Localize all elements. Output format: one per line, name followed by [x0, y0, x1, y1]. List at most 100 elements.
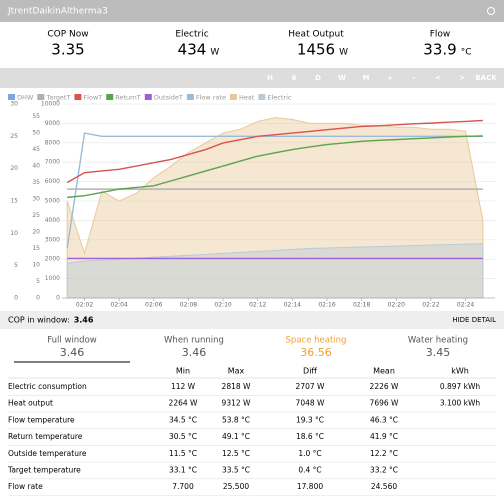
table-cell: 2226 W — [370, 382, 399, 391]
x-tick-label: 02:06 — [145, 302, 162, 309]
toolbar-button[interactable]: < — [435, 74, 441, 82]
toolbar-button[interactable]: + — [387, 74, 393, 82]
tab-value[interactable]: 36.56 — [300, 346, 332, 359]
toolbar-button[interactable]: BACK — [475, 74, 497, 82]
y-tick-label: 4000 — [45, 217, 60, 224]
table-cell: 53.8 °C — [222, 415, 250, 424]
legend-label[interactable]: OutsideT — [154, 94, 183, 102]
x-tick-label: 02:18 — [353, 302, 370, 309]
x-tick-label: 02:10 — [214, 302, 231, 309]
summary-bar — [0, 311, 504, 329]
tab-label[interactable]: When running — [164, 336, 224, 346]
series-line — [66, 132, 483, 249]
y-tick-label: 3000 — [45, 236, 60, 243]
y-tick-label: 0 — [36, 295, 40, 302]
stat-unit: W — [339, 48, 348, 58]
table-header: kWh — [451, 367, 469, 376]
x-tick-label: 02:22 — [422, 302, 439, 309]
table-cell: 46.3 °C — [370, 415, 398, 424]
legend-label[interactable]: ReturnT — [115, 94, 141, 102]
table-cell: 3.100 kWh — [440, 399, 481, 408]
toolbar-button[interactable]: H — [267, 74, 273, 82]
y-tick-label: 30 — [32, 196, 40, 203]
tab-label[interactable]: Water heating — [408, 336, 468, 346]
stat-label: Electric — [175, 30, 208, 40]
x-tick-label: 02:14 — [284, 302, 301, 309]
toolbar-button[interactable]: 6 — [292, 74, 297, 82]
y-tick-label: 20 — [10, 165, 18, 172]
row-label: Outside temperature — [8, 449, 87, 458]
table-header: Diff — [303, 367, 317, 376]
toolbar-button[interactable]: W — [338, 74, 346, 82]
app-title: JtrentDaikinAltherma3 — [7, 7, 108, 17]
legend-swatch — [74, 94, 82, 100]
table-header: Mean — [373, 367, 395, 376]
tab-label[interactable]: Full window — [47, 336, 97, 346]
legend-label[interactable]: Flow rate — [196, 94, 226, 102]
stat-value: 3.35 — [51, 41, 84, 59]
tab-label[interactable]: Space heating — [286, 336, 347, 346]
y-tick-label: 6000 — [45, 178, 60, 185]
table-cell: 1.0 °C — [298, 449, 321, 458]
y-tick-label: 5000 — [45, 198, 60, 205]
series-line — [67, 135, 483, 199]
legend-label[interactable]: DHW — [17, 94, 34, 102]
y-tick-label: 9000 — [45, 120, 60, 127]
table-header: Min — [176, 367, 190, 376]
y-tick-label: 35 — [32, 179, 40, 186]
hide-detail[interactable]: HIDE DETAIL — [452, 316, 496, 324]
y-tick-label: 55 — [32, 113, 40, 120]
toolbar-button[interactable]: M — [363, 74, 370, 82]
stat-value: 434 — [178, 41, 207, 59]
table-cell: 7048 W — [296, 399, 325, 408]
table-cell: 41.9 °C — [370, 432, 398, 441]
y-tick-label: 15 — [10, 198, 18, 205]
table-cell: 0.897 kWh — [440, 382, 481, 391]
summary-label: COP in window: — [8, 316, 70, 325]
table-cell: 25.500 — [223, 482, 249, 491]
toolbar-button[interactable]: > — [459, 74, 465, 82]
table-cell: 33.1 °C — [169, 466, 197, 475]
row-label: Target temperature — [7, 466, 81, 475]
y-tick-label: 8000 — [45, 139, 60, 146]
row-label: Return temperature — [8, 432, 83, 441]
legend-swatch — [186, 94, 194, 100]
table-cell: 24.560 — [371, 482, 397, 491]
x-tick-label: 02:04 — [111, 302, 128, 309]
x-tick-label: 02:16 — [318, 302, 335, 309]
toolbar-button[interactable]: - — [413, 74, 416, 82]
stat-value: 33.9 — [423, 41, 456, 59]
table-cell: 49.1 °C — [222, 432, 250, 441]
legend-swatch — [106, 94, 114, 100]
y-tick-label: 30 — [10, 101, 18, 108]
tab-value[interactable]: 3.46 — [182, 346, 207, 359]
x-tick-label: 02:20 — [388, 302, 405, 309]
legend-label[interactable]: FlowT — [83, 94, 102, 102]
table-cell: 2264 W — [169, 399, 198, 408]
series-line — [66, 119, 483, 184]
tab-value[interactable]: 3.46 — [60, 346, 85, 359]
table-cell: 9312 W — [222, 399, 251, 408]
legend-label[interactable]: Heat — [239, 94, 255, 102]
tab-value[interactable]: 3.45 — [426, 346, 451, 359]
y-tick-label: 45 — [32, 146, 40, 153]
y-tick-label: 0 — [56, 295, 60, 302]
y-tick-label: 10 — [10, 230, 18, 237]
row-label: Electric consumption — [8, 382, 87, 391]
toolbar-button[interactable]: D — [315, 74, 321, 82]
legend-label[interactable]: Electric — [267, 94, 292, 102]
stat-label: Heat Output — [288, 30, 344, 40]
legend-label[interactable]: TargetT — [45, 94, 70, 102]
table-cell: 7.700 — [172, 482, 194, 491]
table-cell: 2707 W — [296, 382, 325, 391]
refresh-icon[interactable] — [487, 7, 495, 15]
y-tick-label: 10 — [32, 262, 40, 269]
table-cell: 112 W — [171, 382, 196, 391]
y-tick-label: 15 — [32, 245, 40, 252]
table-cell: 19.3 °C — [296, 415, 324, 424]
legend-swatch — [229, 94, 237, 100]
stat-value: 1456 — [297, 41, 335, 59]
y-tick-label: 2000 — [45, 256, 60, 263]
y-tick-label: 5 — [14, 262, 18, 269]
